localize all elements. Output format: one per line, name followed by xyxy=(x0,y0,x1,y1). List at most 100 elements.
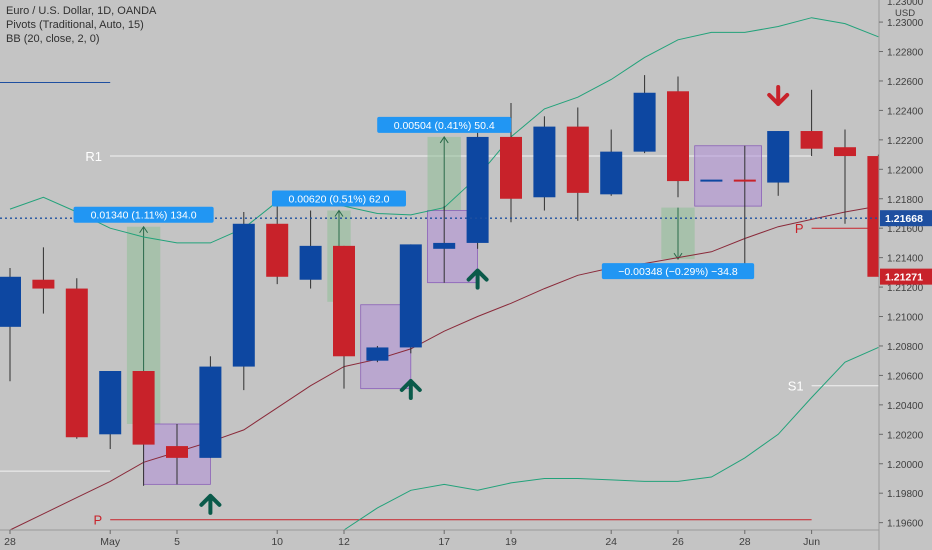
measure-label: −0.00348 (−0.29%) −34.8 xyxy=(601,263,755,280)
measure-arrowhead xyxy=(334,209,344,217)
candle-body xyxy=(132,371,155,445)
candle xyxy=(834,129,856,224)
range-box xyxy=(694,145,762,207)
candle-body xyxy=(834,147,856,157)
y-tick-label: 1.21400 xyxy=(887,254,924,265)
x-tick-label: 12 xyxy=(338,536,350,548)
measure-label-bg xyxy=(73,206,214,223)
y-tick-label: 1.21200 xyxy=(887,283,924,294)
legend-pivots[interactable]: Pivots (Traditional, Auto, 15) xyxy=(6,19,144,31)
candle xyxy=(366,345,389,363)
candle xyxy=(99,371,122,450)
y-tick-label: 1.22800 xyxy=(887,48,924,59)
x-tick-label: 10 xyxy=(271,536,283,548)
candle-body xyxy=(667,91,689,182)
candle xyxy=(32,247,55,314)
measure-label-text: 0.00504 (0.41%) 50.4 xyxy=(394,120,495,132)
measure-label: 0.01340 (1.11%) 134.0 xyxy=(73,206,214,223)
candle xyxy=(600,129,623,196)
y-tick-label: 1.21600 xyxy=(887,224,924,235)
x-tick-label: 26 xyxy=(672,536,684,548)
x-tick-label: 19 xyxy=(505,536,517,548)
candle-body xyxy=(466,136,489,243)
x-tick-label: 28 xyxy=(739,536,751,548)
candle-body xyxy=(0,276,21,327)
candle-body xyxy=(800,131,823,149)
measure-label: 0.00504 (0.41%) 50.4 xyxy=(377,116,512,133)
candle xyxy=(433,206,456,283)
x-tick-label: 17 xyxy=(438,536,450,548)
candle-body xyxy=(533,126,556,198)
y-tick-label: 1.20600 xyxy=(887,371,924,382)
arrow-down-icon xyxy=(767,84,790,106)
y-tick-label: 1.22200 xyxy=(887,136,924,147)
legend-bb[interactable]: BB (20, close, 2, 0) xyxy=(6,33,100,45)
candle-body xyxy=(700,179,723,182)
bb-lower-line xyxy=(343,346,879,531)
candle-body xyxy=(199,366,222,458)
candle xyxy=(333,245,355,389)
candle xyxy=(767,131,790,196)
legend-symbol[interactable]: Euro / U.S. Dollar, 1D, OANDA xyxy=(6,5,157,17)
x-tick-label: Jun xyxy=(803,536,820,548)
measure-label-bg xyxy=(271,190,406,207)
arrow-up-icon xyxy=(399,379,422,400)
pivot-label: R1 xyxy=(85,149,102,164)
candle-body xyxy=(65,288,88,438)
y-tick-label: 1.22600 xyxy=(887,77,924,88)
y-tick-label: 1.21800 xyxy=(887,195,924,206)
y-tick-label: 1.22400 xyxy=(887,106,924,117)
x-tick-label: 5 xyxy=(174,536,180,548)
candle xyxy=(299,210,322,289)
candle-body xyxy=(433,242,456,249)
candle-body xyxy=(366,347,389,361)
y-tick-label: 1.21000 xyxy=(887,313,924,324)
measure-label-bg xyxy=(601,263,755,280)
current-price-tag-bg xyxy=(880,210,932,227)
y-unit-label: USD xyxy=(895,8,915,19)
candle-body xyxy=(299,245,322,280)
y-tick-label: 1.22000 xyxy=(887,165,924,176)
pivot-label: S1 xyxy=(788,379,804,394)
candle-body xyxy=(600,151,623,195)
candle xyxy=(466,122,489,249)
candle xyxy=(132,371,155,486)
x-tick-label: 24 xyxy=(605,536,617,548)
bb-basis-line xyxy=(9,205,879,531)
measure-arrowhead xyxy=(439,136,449,144)
y-tick-label: 1.20200 xyxy=(887,430,924,441)
measure-label-text: 0.01340 (1.11%) 134.0 xyxy=(91,210,197,222)
arrow-up-icon xyxy=(199,493,222,515)
candle-body xyxy=(266,223,289,277)
measure-label: 0.00620 (0.51%) 62.0 xyxy=(271,190,406,207)
last-price-tag: 1.21271 xyxy=(885,272,923,284)
candle xyxy=(667,76,689,198)
candle-body xyxy=(566,126,589,193)
chart-legend: Euro / U.S. Dollar, 1D, OANDA Pivots (Tr… xyxy=(6,4,156,46)
last-price-tag-bg xyxy=(880,268,932,285)
candle xyxy=(800,89,823,157)
candle-body xyxy=(166,446,188,458)
arrow-up-icon xyxy=(466,268,489,290)
y-tick-label: 1.20400 xyxy=(887,401,924,412)
measure-label-text: 0.00620 (0.51%) 62.0 xyxy=(288,194,389,206)
y-tick-label: 1.23000 xyxy=(887,18,924,29)
candle xyxy=(733,145,756,270)
x-tick-label: 28 xyxy=(4,536,16,548)
candle xyxy=(166,424,188,485)
candle xyxy=(199,356,222,458)
y-tick-label: 1.19800 xyxy=(887,489,924,500)
candle xyxy=(65,278,88,439)
candle-body xyxy=(333,245,355,357)
y-tick-label: 1.23000 xyxy=(887,0,924,8)
pivot-label: P xyxy=(94,513,103,528)
pivot-label: P xyxy=(795,221,804,236)
candle xyxy=(633,75,656,154)
current-price-tag: 1.21668 xyxy=(885,213,923,225)
measure-label-text: −0.00348 (−0.29%) −34.8 xyxy=(618,266,738,278)
candle-body xyxy=(733,179,756,182)
candle xyxy=(232,212,255,391)
y-tick-label: 1.19600 xyxy=(887,519,924,530)
